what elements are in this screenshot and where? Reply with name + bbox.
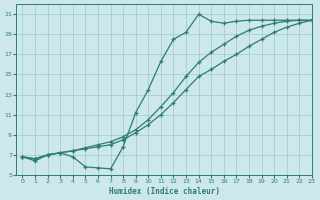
X-axis label: Humidex (Indice chaleur): Humidex (Indice chaleur) bbox=[108, 187, 220, 196]
